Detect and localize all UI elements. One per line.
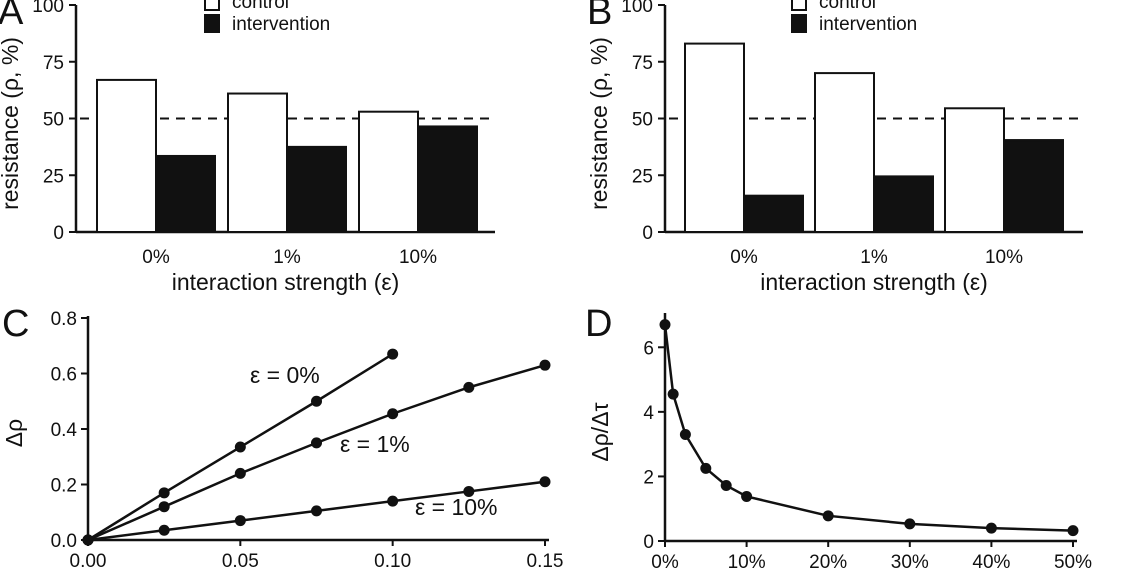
panel-b-letter: B	[587, 0, 612, 33]
panel-c-data-point	[463, 485, 475, 497]
panel-c-data-point	[311, 505, 322, 517]
panel-a-legend-swatch	[204, 14, 220, 33]
panel-c-data-point	[539, 476, 551, 488]
panel-c-data-point	[158, 501, 170, 513]
panel-c-data-point	[234, 441, 246, 453]
panel-c-data-point	[234, 467, 246, 479]
panel-a-y-tick-label: 25	[43, 166, 64, 187]
panel-a-x-tick-label: 1%	[273, 247, 301, 268]
panel-a-x-label: interaction strength (ε)	[172, 269, 400, 295]
panel-d-x-tick-label: 40%	[972, 552, 1010, 570]
panel-a-y-tick-label: 100	[32, 0, 64, 17]
panel-d-x-tick-label: 30%	[891, 552, 929, 570]
panel-c-data-point	[539, 359, 551, 371]
panel-b-x-tick-label: 0%	[730, 247, 758, 268]
panel-a-y-tick-label: 50	[43, 110, 64, 131]
panel-d-data-point	[822, 510, 834, 522]
panel-c-y-tick-label: 0.0	[51, 531, 77, 552]
panel-c-data-point	[463, 381, 475, 393]
panel-c-x-tick-label: 0.05	[222, 551, 259, 570]
panel-c-data-point	[387, 495, 399, 507]
panel-a-bar-control	[96, 78, 157, 233]
panel-a-bar-control	[227, 92, 288, 233]
panel-c-letter: C	[2, 303, 29, 345]
panel-b-legend-swatch	[791, 0, 807, 11]
panel-c-data-point	[158, 524, 170, 536]
panel-c-data-point	[311, 437, 322, 449]
panel-b-x-tick-label: 10%	[985, 247, 1023, 268]
panel-b-y-tick-label: 100	[621, 0, 653, 17]
panel-b-y-tick-label: 0	[642, 223, 653, 244]
panel-c-series-label: ε = 1%	[340, 431, 410, 457]
panel-c-x-tick-label: 0.10	[374, 551, 411, 570]
panel-c-x-tick-label: 0.15	[527, 551, 564, 570]
panel-c-y-tick-label: 0.8	[51, 309, 77, 330]
panel-c-x-tick-label: 0.00	[70, 551, 107, 570]
panel-b-x-tick-label: 1%	[860, 247, 888, 268]
panel-c-data-point	[387, 408, 399, 420]
panel-a-letter: A	[0, 0, 24, 33]
panel-d-y-tick-label: 0	[643, 532, 654, 553]
panel-d-data-point	[659, 319, 671, 331]
panel-c-series-label: ε = 10%	[415, 494, 498, 520]
panel-d-x-tick-label: 10%	[728, 552, 766, 570]
panel-d-data-point	[720, 479, 732, 491]
panel-d-data-point	[985, 522, 997, 534]
panel-a-legend-label: control	[232, 0, 289, 13]
panel-d-y-tick-label: 6	[643, 338, 654, 359]
panel-a-legend-swatch	[204, 0, 220, 11]
panel-d-data-point	[679, 428, 691, 440]
panel-c-data-point	[234, 515, 246, 527]
panel-d-y-tick-label: 2	[643, 467, 654, 488]
panel-b-bar-intervention	[873, 175, 934, 233]
panel-b-bar-control	[944, 107, 1005, 233]
panel-b-bar-intervention	[743, 194, 804, 233]
panel-c-y-tick-label: 0.2	[51, 476, 77, 497]
panel-b-y-tick-label: 25	[632, 166, 653, 187]
panel-a-x-tick-label: 0%	[142, 247, 170, 268]
panel-a-legend-label: intervention	[232, 14, 330, 35]
panel-a-y-tick-label: 0	[53, 223, 64, 244]
panel-a-bar-intervention	[417, 125, 478, 233]
panel-d-x-tick-label: 0%	[651, 552, 679, 570]
panel-d-data-point	[904, 518, 916, 530]
panel-a-bar-intervention	[155, 154, 216, 233]
panel-b-y-tick-label: 75	[632, 53, 653, 74]
panel-a-y-label: resistance (ρ, %)	[0, 37, 23, 210]
panel-b-x-label: interaction strength (ε)	[760, 269, 988, 295]
panel-b-legend-swatch	[791, 14, 807, 33]
panel-c-data-point	[158, 487, 170, 499]
panel-d-y-label: Δρ/Δτ	[587, 402, 613, 461]
panel-b-y-tick-label: 50	[632, 110, 653, 131]
panel-d-x-tick-label: 20%	[809, 552, 847, 570]
panel-b-y-label: resistance (ρ, %)	[586, 37, 612, 210]
panel-d-data-point	[700, 462, 712, 474]
panel-a-y-tick-label: 75	[43, 53, 64, 74]
panel-c-y-tick-label: 0.6	[51, 365, 77, 386]
panel-d-y-tick-label: 4	[643, 403, 654, 424]
panel-c-data-point	[387, 348, 399, 360]
panel-b-bar-control	[684, 42, 745, 234]
panel-a-x-tick-label: 10%	[399, 247, 437, 268]
panel-c-series-label: ε = 0%	[250, 362, 320, 388]
panel-a-bar-control	[358, 110, 419, 233]
panel-c-data-point	[311, 395, 322, 407]
panel-c-y-label: Δρ	[1, 419, 27, 447]
panel-b-bar-control	[814, 72, 875, 233]
panel-a-bar-intervention	[286, 145, 347, 233]
panel-b-bar-intervention	[1003, 139, 1064, 233]
panel-d-data-point	[667, 388, 679, 400]
panel-d-data-point	[741, 490, 753, 502]
panel-b-legend-label: control	[819, 0, 876, 13]
panel-c-y-tick-label: 0.4	[51, 420, 78, 441]
panel-d-data-point	[1067, 525, 1079, 537]
panel-b-legend-label: intervention	[819, 14, 917, 35]
panel-c-data-point	[82, 534, 94, 546]
panel-d-letter: D	[585, 303, 612, 345]
panel-d-series-line	[663, 324, 1074, 532]
panel-d-x-tick-label: 50%	[1054, 552, 1092, 570]
